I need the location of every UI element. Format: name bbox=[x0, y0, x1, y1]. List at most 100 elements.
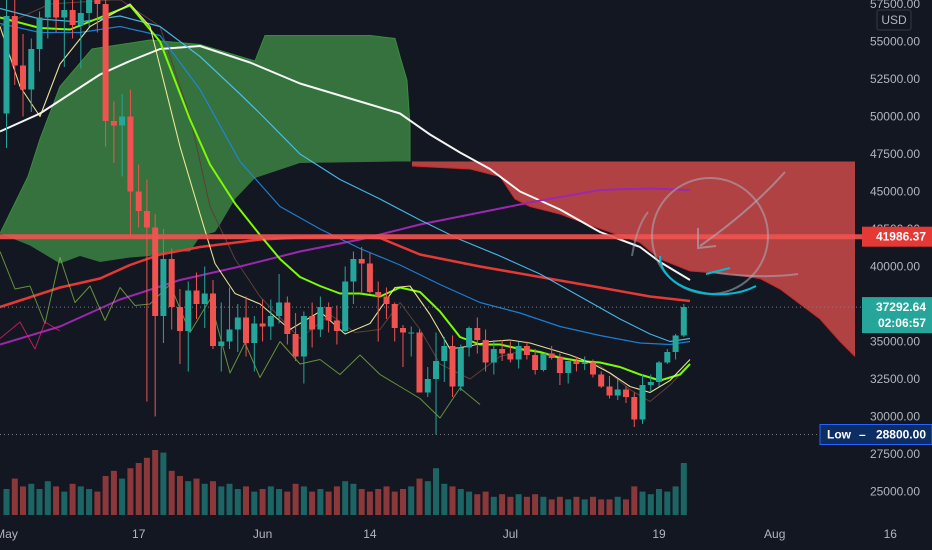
volume-bar bbox=[499, 494, 506, 515]
candle-body[interactable] bbox=[499, 349, 506, 354]
indicator-green-thin bbox=[0, 251, 481, 419]
candle-body[interactable] bbox=[234, 317, 241, 330]
candle-body[interactable] bbox=[614, 389, 621, 396]
candle-body[interactable] bbox=[276, 302, 283, 317]
candle-body[interactable] bbox=[441, 346, 448, 361]
volume-bar bbox=[482, 491, 489, 515]
candle-body[interactable] bbox=[647, 382, 654, 385]
candle-body[interactable] bbox=[193, 290, 200, 305]
candle-body[interactable] bbox=[44, 0, 51, 18]
candle-body[interactable] bbox=[77, 13, 84, 25]
candle-body[interactable] bbox=[267, 316, 274, 327]
candle-body[interactable] bbox=[408, 332, 415, 334]
candle-body[interactable] bbox=[623, 389, 629, 398]
candle-body[interactable] bbox=[28, 49, 35, 90]
candle-body[interactable] bbox=[86, 0, 93, 13]
candle-body[interactable] bbox=[490, 349, 497, 363]
candle-body[interactable] bbox=[94, 0, 101, 4]
candle-body[interactable] bbox=[69, 10, 76, 25]
candle-body[interactable] bbox=[416, 332, 423, 393]
candle-body[interactable] bbox=[177, 307, 183, 331]
candle-body[interactable] bbox=[680, 307, 687, 336]
candle-body[interactable] bbox=[400, 328, 406, 333]
candle-body[interactable] bbox=[143, 211, 150, 228]
candle-body[interactable] bbox=[160, 259, 167, 316]
candle-body[interactable] bbox=[590, 362, 596, 375]
candle-body[interactable] bbox=[135, 191, 142, 212]
volume-bar bbox=[614, 496, 621, 515]
candle-body[interactable] bbox=[556, 358, 563, 373]
candle-body[interactable] bbox=[61, 10, 68, 18]
candle-body[interactable] bbox=[325, 307, 332, 321]
volume-bar bbox=[86, 489, 93, 515]
candle-body[interactable] bbox=[664, 352, 671, 363]
candle-body[interactable] bbox=[540, 353, 547, 371]
candle-body[interactable] bbox=[300, 316, 307, 357]
candle-body[interactable] bbox=[358, 259, 365, 264]
candles[interactable] bbox=[3, 0, 687, 435]
volume-bar bbox=[606, 499, 613, 515]
candle-body[interactable] bbox=[466, 328, 473, 348]
candle-body[interactable] bbox=[631, 397, 638, 420]
candle-body[interactable] bbox=[548, 353, 555, 359]
candle-body[interactable] bbox=[3, 16, 10, 114]
drawn-arc bbox=[631, 211, 649, 257]
candle-body[interactable] bbox=[598, 374, 605, 387]
volume-bar bbox=[69, 483, 76, 515]
time-axis[interactable]: May 17 Jun 14 Jul 19 Aug 16 bbox=[0, 518, 897, 550]
price-tags: 41986.37 37292.64 02:06:57 Low –28800.00 bbox=[819, 226, 932, 445]
candle-body[interactable] bbox=[317, 307, 324, 330]
candle-body[interactable] bbox=[606, 386, 613, 396]
candle-body[interactable] bbox=[639, 385, 646, 420]
candle-body[interactable] bbox=[532, 355, 539, 370]
candle-body[interactable] bbox=[185, 290, 192, 332]
candle-body[interactable] bbox=[375, 292, 382, 297]
candle-body[interactable] bbox=[449, 346, 456, 387]
candle-body[interactable] bbox=[110, 121, 117, 126]
candle-body[interactable] bbox=[292, 334, 299, 357]
candle-body[interactable] bbox=[102, 4, 109, 121]
price-axis[interactable]: 57500.00 55000.00 52500.00 50000.00 47500.00… bbox=[862, 0, 932, 550]
candle-body[interactable] bbox=[474, 328, 481, 340]
candle-body[interactable] bbox=[366, 263, 373, 293]
candle-body[interactable] bbox=[424, 379, 431, 393]
candle-body[interactable] bbox=[152, 227, 159, 317]
candle-body[interactable] bbox=[11, 16, 18, 66]
candle-body[interactable] bbox=[672, 335, 679, 353]
candle-body[interactable] bbox=[391, 304, 398, 328]
candle-body[interactable] bbox=[259, 323, 266, 327]
candle-body[interactable] bbox=[20, 65, 26, 90]
candle-body[interactable] bbox=[573, 361, 580, 364]
cloud-bearish bbox=[412, 161, 855, 357]
candle-body[interactable] bbox=[243, 317, 249, 344]
candle-body[interactable] bbox=[342, 281, 349, 332]
candle-body[interactable] bbox=[433, 361, 439, 379]
candle-body[interactable] bbox=[523, 346, 530, 355]
candle-body[interactable] bbox=[507, 353, 514, 360]
candle-body[interactable] bbox=[457, 347, 464, 387]
candle-body[interactable] bbox=[36, 17, 43, 50]
candle-body[interactable] bbox=[210, 293, 216, 347]
candle-body[interactable] bbox=[127, 116, 134, 192]
candle-body[interactable] bbox=[581, 362, 588, 365]
candle-body[interactable] bbox=[515, 346, 522, 360]
candle-body[interactable] bbox=[350, 259, 357, 282]
candle-body[interactable] bbox=[201, 293, 208, 305]
candle-body[interactable] bbox=[119, 116, 126, 126]
candle-body[interactable] bbox=[53, 0, 60, 18]
candle-body[interactable] bbox=[226, 329, 233, 342]
candle-body[interactable] bbox=[333, 320, 340, 332]
candle-body[interactable] bbox=[218, 341, 225, 347]
candle-body[interactable] bbox=[565, 361, 572, 373]
candle-body[interactable] bbox=[383, 296, 390, 305]
currency-box[interactable] bbox=[876, 9, 912, 31]
candle-body[interactable] bbox=[482, 340, 489, 363]
candle-body[interactable] bbox=[656, 362, 662, 383]
candle-body[interactable] bbox=[168, 259, 175, 307]
candle-body[interactable] bbox=[251, 323, 258, 344]
price-lines bbox=[0, 234, 862, 435]
candle-body[interactable] bbox=[309, 316, 316, 330]
volume-bar bbox=[234, 489, 241, 515]
candle-body[interactable] bbox=[284, 302, 291, 335]
